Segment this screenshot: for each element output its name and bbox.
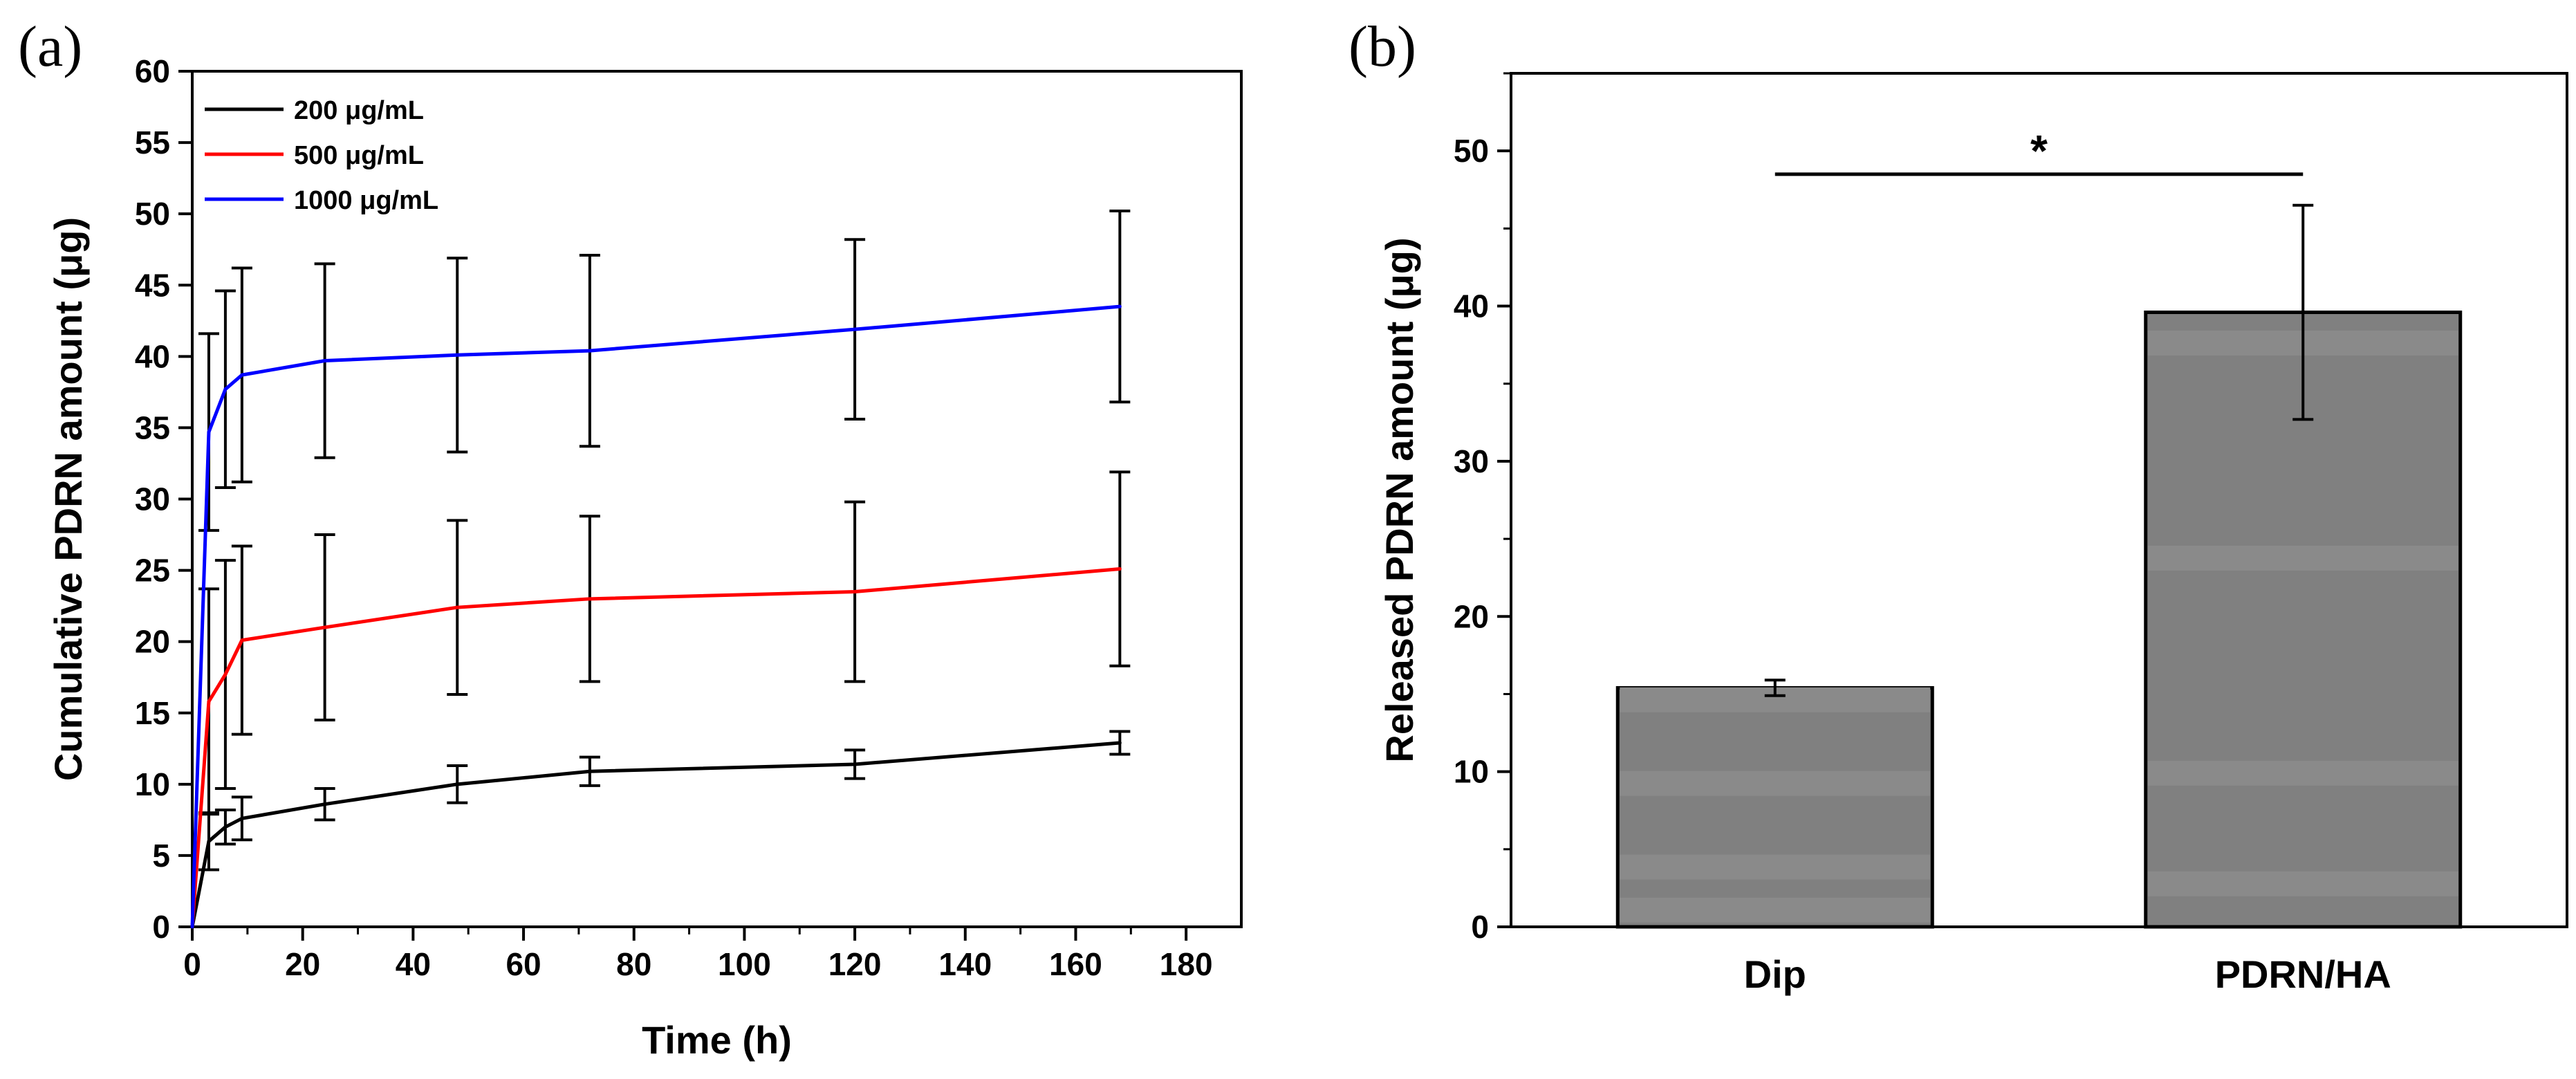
y-tick-label-b: 0 bbox=[1471, 909, 1489, 945]
y-tick-label-a: 25 bbox=[135, 553, 170, 589]
data-point bbox=[588, 349, 592, 353]
y-tick-label-a: 15 bbox=[135, 695, 170, 731]
data-point bbox=[853, 327, 857, 331]
data-point bbox=[455, 782, 459, 786]
bar-band bbox=[2147, 545, 2458, 571]
series-line bbox=[190, 304, 1120, 928]
y-tick-label-a: 10 bbox=[135, 766, 170, 802]
y-tick-label-a: 45 bbox=[135, 267, 170, 303]
series-group-0 bbox=[190, 730, 1131, 929]
series-line bbox=[190, 567, 1120, 928]
data-point bbox=[323, 802, 327, 806]
data-point bbox=[190, 925, 194, 929]
legend-label: 1000 μg/mL bbox=[294, 186, 438, 215]
y-axis-title-a: Cumulative PDRN amount (μg) bbox=[46, 217, 90, 781]
y-tick-label-a: 55 bbox=[135, 124, 170, 160]
x-tick-label-a: 140 bbox=[938, 946, 992, 982]
bar-band bbox=[1620, 897, 1931, 923]
y-tick-label-a: 50 bbox=[135, 196, 170, 232]
data-point bbox=[223, 672, 228, 676]
plot-frame-b bbox=[1510, 72, 2568, 928]
x-tick-label-a: 160 bbox=[1049, 946, 1102, 982]
cumulative-release-line-chart: 0 20 40 60 80 100 120 140 160 180 0 5 10 15 20 25 30 35 40… bbox=[46, 53, 1243, 1062]
y-axis-title-b: Released PDRN amount (μg) bbox=[1378, 237, 1421, 762]
y-tick-label-b: 50 bbox=[1454, 133, 1489, 169]
data-point bbox=[223, 387, 228, 391]
x-tick-label-a: 180 bbox=[1160, 946, 1213, 982]
category-label: PDRN/HA bbox=[2215, 952, 2391, 996]
y-tick-label-a: 40 bbox=[135, 338, 170, 374]
panel-b-label: (b) bbox=[1349, 15, 1416, 79]
data-point bbox=[588, 769, 592, 773]
x-tick-label-a: 100 bbox=[718, 946, 771, 982]
data-point bbox=[455, 605, 459, 609]
data-point bbox=[240, 373, 244, 377]
released-amount-bar-chart: 0 10 20 30 40 50 Released PDRN amount (μg) Dip P… bbox=[1378, 72, 2568, 996]
data-point bbox=[853, 590, 857, 594]
data-point bbox=[1118, 304, 1122, 308]
bar-band bbox=[1620, 771, 1931, 796]
y-tick-label-a: 30 bbox=[135, 481, 170, 517]
series-group-2 bbox=[190, 210, 1131, 929]
data-point bbox=[853, 762, 857, 766]
data-point bbox=[223, 825, 228, 829]
data-point bbox=[323, 359, 327, 363]
y-tick-label-b: 20 bbox=[1454, 598, 1489, 634]
data-point bbox=[1118, 741, 1122, 745]
y-tick-label-a: 0 bbox=[152, 909, 170, 945]
data-point bbox=[207, 430, 211, 434]
y-tick-label-b: 30 bbox=[1454, 443, 1489, 479]
panel-a-label: (a) bbox=[18, 15, 82, 79]
category-label: Dip bbox=[1744, 952, 1806, 996]
data-point bbox=[455, 353, 459, 357]
bar-band bbox=[2147, 871, 2458, 896]
legend-label: 500 μg/mL bbox=[294, 141, 424, 170]
data-point bbox=[323, 625, 327, 629]
data-point bbox=[207, 839, 211, 843]
x-tick-label-a: 40 bbox=[396, 946, 431, 982]
x-tick-label-a: 120 bbox=[828, 946, 882, 982]
y-tick-label-a: 20 bbox=[135, 624, 170, 660]
series-line bbox=[190, 741, 1120, 928]
data-point bbox=[207, 699, 211, 703]
x-axis-title-a: Time (h) bbox=[642, 1018, 792, 1062]
x-tick-label-a: 60 bbox=[506, 946, 541, 982]
significance-marker: * bbox=[2030, 126, 2048, 176]
y-tick-label-b: 10 bbox=[1454, 754, 1489, 790]
data-point bbox=[588, 597, 592, 601]
legend-label: 200 μg/mL bbox=[294, 96, 424, 125]
y-tick-label-a: 5 bbox=[152, 838, 170, 874]
x-tick-label-a: 0 bbox=[183, 946, 201, 982]
bar-band bbox=[1620, 854, 1931, 880]
data-point bbox=[1118, 567, 1122, 571]
y-tick-label-a: 35 bbox=[135, 409, 170, 445]
x-tick-label-a: 20 bbox=[285, 946, 320, 982]
x-tick-label-a: 80 bbox=[616, 946, 651, 982]
data-point bbox=[240, 638, 244, 643]
data-point bbox=[240, 816, 244, 820]
series-group-1 bbox=[190, 470, 1131, 929]
bar-band bbox=[2147, 760, 2458, 786]
y-tick-label-a: 60 bbox=[135, 53, 170, 89]
bar-0 bbox=[1615, 685, 1934, 929]
y-tick-label-b: 40 bbox=[1454, 288, 1489, 324]
